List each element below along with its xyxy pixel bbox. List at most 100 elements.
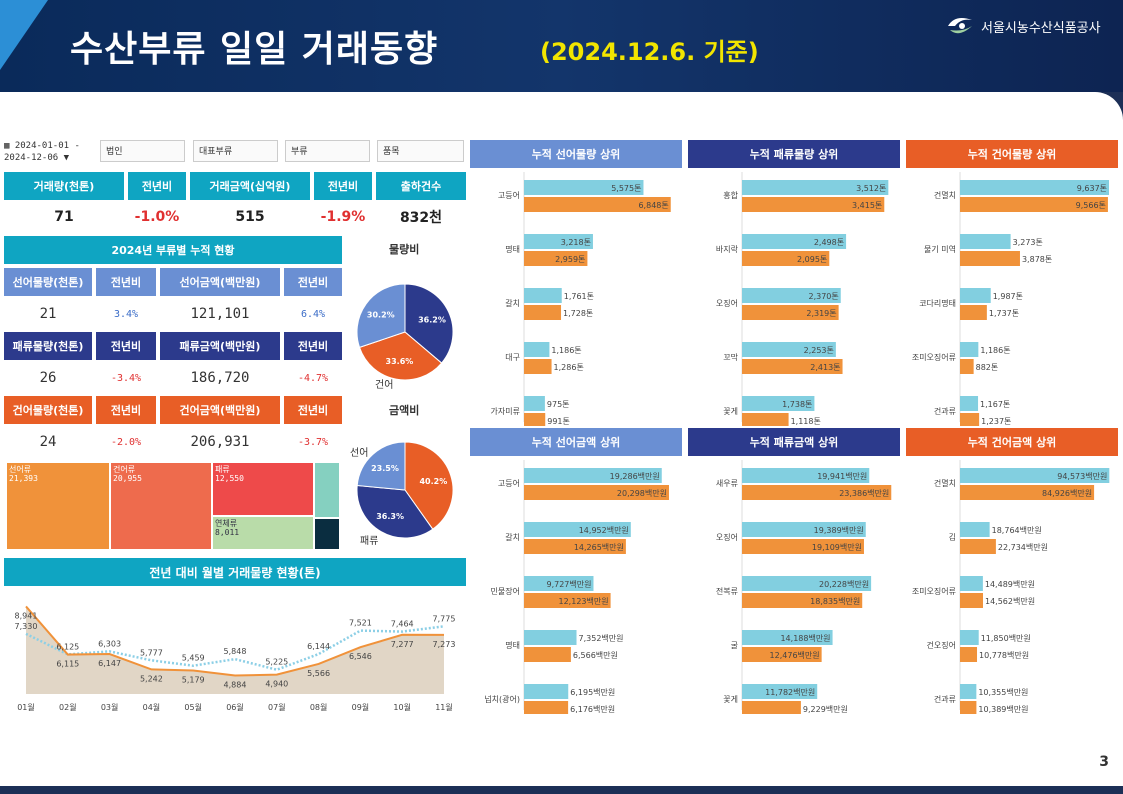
bar-prev-label-2: 2,370톤 [808,292,838,301]
treemap-cell-1: 건어류 20,955 [110,462,212,550]
bar-cur-4 [742,701,801,714]
filter-2[interactable]: 대표부류 [193,140,278,162]
cur-label-6: 4,940 [265,680,288,689]
bar-cur-2 [742,593,863,608]
bar-prev-2 [742,576,872,591]
bar-cur-label-3: 10,778백만원 [979,650,1029,660]
bar-category-2: 민물장어 [491,586,520,596]
bar-prev-label-4: 975톤 [547,400,570,409]
cum-value-0-0: 21 [39,306,57,322]
pie-slice-0 [404,283,454,364]
bar-prev-label-0: 19,286백만원 [610,471,660,481]
treemap-name: 선어류 [9,465,32,474]
bar-cur-label-4: 1,118톤 [791,417,821,426]
bar-category-4: 건과류 [934,406,956,416]
bar-prev-4 [960,396,979,411]
date-from: 2024-01-01 - [14,141,80,151]
bar-category-1: 김 [949,532,956,542]
bar-cur-label-4: 1,237톤 [981,417,1011,426]
bar-category-3: 명태 [505,640,520,650]
bar-cur-2 [960,305,987,320]
pie-slice-2 [356,441,406,491]
kpi-label-2: 거래금액(십억원) [190,172,310,200]
x-tick-8: 09월 [352,702,370,712]
cum-value-2-0: 24 [39,434,57,450]
treemap-name: 연체류 [215,519,238,528]
bar-prev-4 [742,684,818,699]
bar-prev-label-2: 9,727백만원 [546,579,591,589]
pie-slice-1 [356,484,434,539]
bar-cur-label-1: 2,095톤 [797,255,827,264]
date-range-filter[interactable]: ▦ 2024-01-01 - 2024-12-06 ▼ [4,140,80,164]
top_amt-panel-title-1: 누적 패류금액 상위 [688,428,900,456]
bar-prev-label-2: 1,987톤 [993,292,1023,301]
bar-prev-label-1: 2,498톤 [814,238,844,247]
bar-prev-3 [960,342,979,357]
monthly-area-chart: 01월 7,330 8,941 02월 6,125 6,115 03월 6,303 6,147 0… [15,605,455,712]
filter-1[interactable]: 법인 [100,140,185,162]
bar-category-1: 갈치 [505,533,520,542]
prev-label-9: 7,464 [391,620,414,629]
kpi-value-0: 71 [54,209,74,225]
prev-label-0: 7,330 [15,622,38,631]
cum-label-1-3: 전년비 [284,332,342,360]
bar-cur-label-1: 22,734백만원 [998,542,1048,552]
bar-cur-1 [524,539,626,554]
x-tick-10: 11월 [435,702,453,712]
bar-cur-2 [742,305,839,320]
bar-cur-label-0: 23,386백만원 [839,488,889,498]
bar-cur-label-2: 14,562백만원 [985,596,1035,606]
bar-prev-4 [524,684,569,699]
bar-cur-label-3: 882톤 [976,363,999,372]
cur-label-0: 8,941 [15,611,38,620]
bar-prev-0 [524,180,644,195]
top_vol-panel-title-2: 누적 건어물량 상위 [906,140,1118,168]
x-tick-0: 01월 [17,702,35,712]
bar-cur-label-4: 991톤 [547,417,570,426]
bar-category-1: 오징어 [716,532,738,542]
bar-cur-4 [960,413,980,426]
kpi-value-2: 515 [235,209,265,225]
x-tick-3: 04월 [143,702,161,712]
cum-value-0-3: 6.4% [300,308,326,320]
filter-4[interactable]: 품목 [377,140,464,162]
bar-category-4: 꽃게 [723,694,738,704]
x-tick-4: 05월 [184,702,202,712]
top_vol-panel-title-0: 누적 선어물량 상위 [470,140,682,168]
pie-slice-0 [404,441,454,530]
bar-cur-2 [524,593,611,608]
bar-prev-3 [524,630,577,645]
x-tick-1: 02월 [59,702,77,712]
bar-category-0: 고등어 [498,478,520,488]
bar-prev-0 [742,468,870,483]
bar-cur-label-0: 3,415톤 [852,201,882,210]
amount-pie-chart: 40.2% 36.3% 23.5% [356,441,454,539]
bar-cur-label-3: 1,286톤 [554,363,584,372]
bar-category-3: 꼬막 [723,352,738,362]
bar-category-0: 고등어 [498,190,520,200]
bar-cur-label-2: 1,728톤 [563,309,593,318]
bar-prev-3 [960,630,979,645]
bar-prev-label-1: 14,952백만원 [579,525,629,535]
kpi-label-4: 출하건수 [376,172,466,200]
bar-cur-0 [960,197,1108,212]
bar-prev-label-3: 1,186톤 [551,346,581,355]
filter-3[interactable]: 부류 [285,140,370,162]
treemap-value: 12,550 [215,474,244,483]
cum-value-0-2: 121,101 [190,306,250,322]
kpi-value-3: -1.9% [320,209,366,225]
bar-cur-1 [742,251,830,266]
bar-category-3: 굴 [731,641,738,650]
bar-prev-3 [742,342,836,357]
bar-category-2: 갈치 [505,299,520,308]
treemap-value: 21,393 [9,474,38,483]
bar-cur-label-4: 6,176백만원 [570,704,615,714]
bar-cur-2 [960,593,983,608]
cum-label-2-2: 건어금액(백만원) [160,396,280,424]
treemap-name: 패류 [215,465,230,474]
prev-label-8: 7,521 [349,619,372,628]
bar-prev-0 [960,180,1110,195]
pie-slice-1 [358,331,443,381]
